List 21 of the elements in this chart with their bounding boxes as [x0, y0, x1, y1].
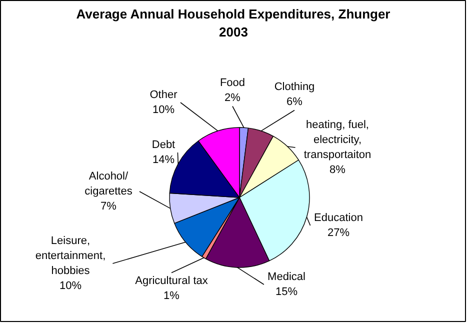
data-label: 1% [164, 290, 180, 302]
data-label: 14% [152, 154, 175, 166]
slice-label: Other [150, 89, 178, 101]
slice-label: Debt [152, 139, 176, 151]
slice-label: Medical [268, 271, 306, 283]
slice-label: Leisure, entertainment, hobbies [35, 235, 106, 277]
data-label: 8% [330, 164, 346, 176]
slice-label: Agricultural tax [135, 275, 208, 287]
data-label: 7% [100, 200, 117, 212]
chart-title: Average Annual Household Expenditures, Zhunger 2003 [76, 6, 390, 40]
data-label: 6% [286, 96, 303, 108]
data-label: 27% [327, 227, 350, 239]
slice-label: Clothing [274, 81, 315, 93]
slice-label: Education [314, 212, 363, 224]
data-label: 10% [59, 280, 82, 292]
data-label: 15% [275, 286, 298, 298]
slice-label: Food [220, 77, 246, 89]
data-label: 2% [224, 92, 241, 104]
data-label: 10% [152, 104, 175, 116]
slice-label: heating, fuel, electricity, transportaiton [304, 119, 372, 161]
slice-label: Alcohol/ cigarettes [84, 170, 133, 198]
